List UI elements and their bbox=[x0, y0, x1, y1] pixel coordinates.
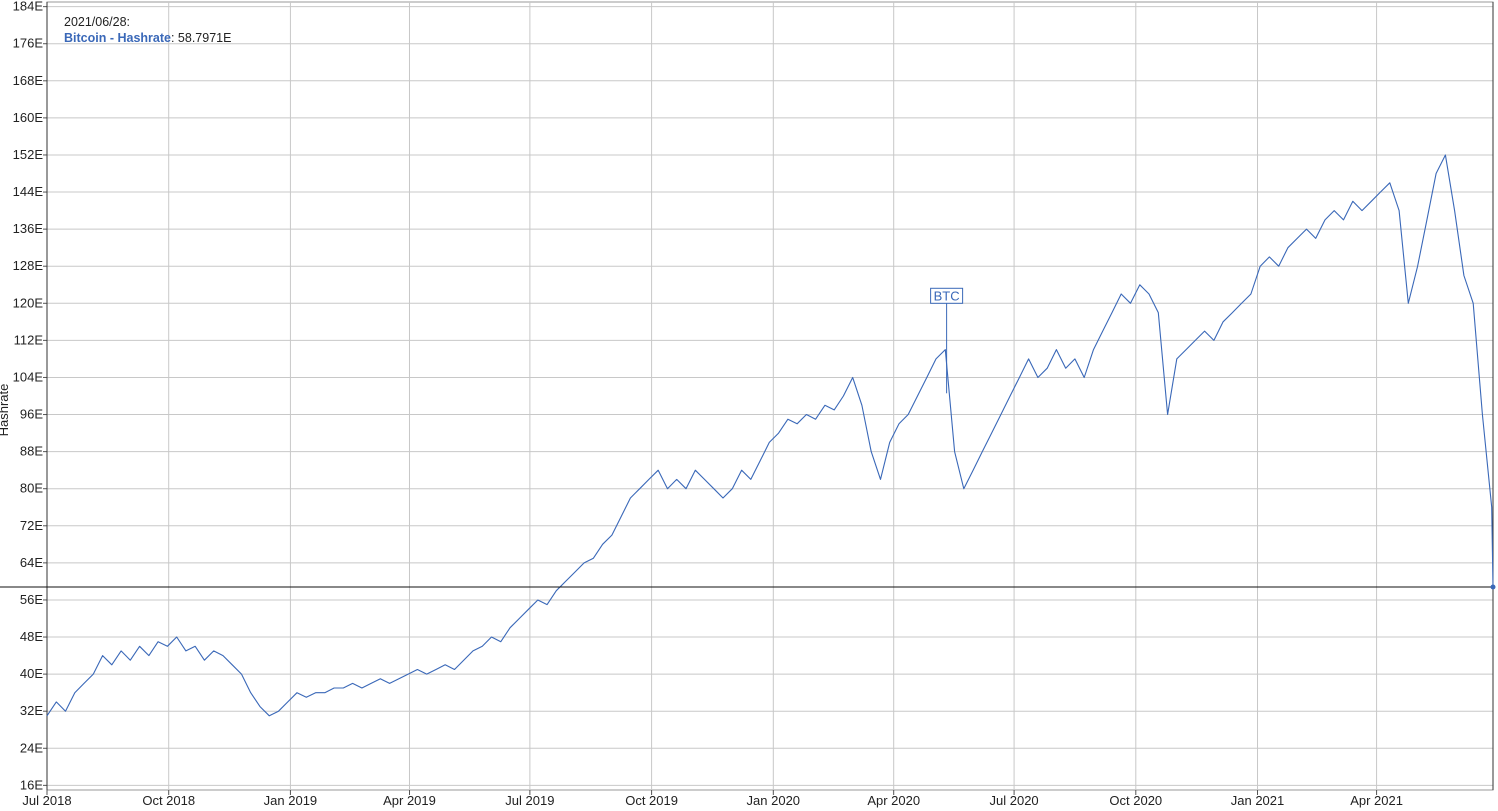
x-tick-label: Jul 2019 bbox=[505, 793, 554, 808]
grid-lines bbox=[46, 1, 1494, 791]
x-tick-label: Apr 2019 bbox=[383, 793, 436, 808]
tooltip-series-name: Bitcoin - Hashrate bbox=[64, 31, 171, 45]
y-tick-label: 96E bbox=[20, 407, 43, 422]
y-tick-label: 136E bbox=[13, 221, 44, 236]
y-tick-label: 48E bbox=[20, 629, 43, 644]
x-axis: Jul 2018 Oct 2018 Jan 2019 Apr 2019 Jul 2019… bbox=[22, 790, 1403, 808]
x-tick-label: Oct 2018 bbox=[142, 793, 195, 808]
hover-tooltip: 2021/06/28: Bitcoin - Hashrate: 58.7971E bbox=[64, 14, 231, 46]
x-tick-label: Apr 2020 bbox=[867, 793, 920, 808]
y-tick-label: 56E bbox=[20, 592, 43, 607]
y-tick-label: 80E bbox=[20, 481, 43, 496]
plot-frame bbox=[46, 1, 1494, 791]
y-tick-label: 16E bbox=[20, 777, 43, 792]
y-tick-label: 120E bbox=[13, 295, 44, 310]
plot-area[interactable] bbox=[46, 154, 1494, 717]
x-tick-label: Oct 2019 bbox=[625, 793, 678, 808]
x-tick-label: Jan 2020 bbox=[747, 793, 801, 808]
y-tick-label: 184E bbox=[13, 0, 44, 14]
y-tick-label: 160E bbox=[13, 110, 44, 125]
x-tick-label: Jul 2020 bbox=[990, 793, 1039, 808]
y-tick-label: 176E bbox=[13, 36, 44, 51]
flag-box bbox=[930, 287, 964, 304]
y-tick-label: 40E bbox=[20, 666, 43, 681]
x-tick-label: Apr 2021 bbox=[1350, 793, 1403, 808]
y-tick-label: 144E bbox=[13, 184, 44, 199]
x-tick-label: Jan 2019 bbox=[264, 793, 318, 808]
tooltip-value-row: Bitcoin - Hashrate: 58.7971E bbox=[64, 30, 231, 46]
x-tick-label: Jul 2018 bbox=[22, 793, 71, 808]
y-tick-label: 104E bbox=[13, 369, 44, 384]
y-axis: 16E 24E 32E 40E 48E 56E 64E 72E 80E 88E 96E 104E 112… bbox=[13, 0, 48, 792]
y-tick-label: 152E bbox=[13, 147, 44, 162]
y-tick-label: 88E bbox=[20, 444, 43, 459]
x-tick-label: Oct 2020 bbox=[1109, 793, 1162, 808]
flag-label: BTC bbox=[934, 288, 960, 303]
y-tick-label: 32E bbox=[20, 703, 43, 718]
y-tick-label: 112E bbox=[14, 332, 44, 347]
y-tick-label: 64E bbox=[20, 555, 43, 570]
tooltip-value: 58.7971E bbox=[177, 31, 232, 45]
series-line-hashrate[interactable] bbox=[46, 154, 1494, 717]
y-tick-label: 128E bbox=[13, 258, 44, 273]
btc-flag-marker[interactable]: BTC bbox=[930, 287, 964, 394]
y-tick-label: 168E bbox=[13, 73, 44, 88]
crosshair-point bbox=[1490, 584, 1496, 590]
tooltip-separator: : bbox=[170, 31, 178, 45]
x-tick-label: Jan 2021 bbox=[1231, 793, 1285, 808]
y-tick-label: 24E bbox=[20, 740, 43, 755]
y-tick-label: 72E bbox=[20, 518, 43, 533]
tooltip-date: 2021/06/28: bbox=[64, 15, 131, 29]
y-axis-label: Hashrate bbox=[0, 384, 11, 437]
